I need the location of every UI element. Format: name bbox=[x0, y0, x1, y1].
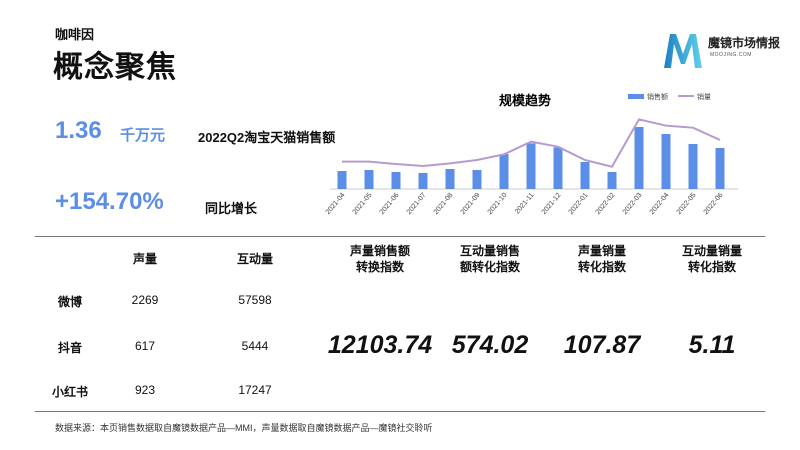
x-tick-label: 2022-06 bbox=[703, 192, 725, 216]
sales-volume-line bbox=[342, 118, 721, 168]
metric-value: 107.87 bbox=[563, 331, 641, 359]
trend-chart: 规模趋势 销售额 销量 2021-04 2021-05 2021-06 2021-07… bbox=[325, 92, 738, 216]
divider-top bbox=[35, 236, 765, 237]
logo-sub: MOOJING.COM bbox=[710, 52, 752, 58]
x-tick-label: 2021-09 bbox=[460, 192, 482, 216]
sales-bar bbox=[607, 172, 617, 189]
platform-label: 抖音 bbox=[57, 341, 82, 355]
sales-bar bbox=[418, 173, 428, 189]
x-tick-label: 2022-05 bbox=[676, 192, 698, 216]
logo-name: 魔镜市场情报 bbox=[708, 36, 781, 50]
sales-bar bbox=[472, 170, 482, 189]
footnote: 数据来源：本页销售数据取自魔镜数据产品—MMI，声量数据取自魔镜数据产品—魔镜社… bbox=[55, 423, 433, 433]
x-tick-label: 2021-07 bbox=[406, 192, 428, 216]
sales-bar bbox=[364, 170, 374, 189]
sales-bar bbox=[580, 162, 590, 189]
x-tick-label: 2022-01 bbox=[568, 192, 590, 216]
x-tick-label: 2022-03 bbox=[622, 192, 644, 216]
platform-label: 小红书 bbox=[51, 385, 88, 399]
interact-value: 17247 bbox=[238, 383, 272, 397]
sales-bar bbox=[445, 169, 455, 189]
metric-header: 互动量销量 转化指数 bbox=[662, 243, 762, 275]
sales-bar bbox=[634, 127, 644, 189]
sales-label: 2022Q2淘宝天猫销售额 bbox=[198, 130, 336, 145]
platform-label: 微博 bbox=[57, 295, 82, 309]
sales-bar bbox=[391, 172, 401, 189]
header-interact: 互动量 bbox=[236, 252, 273, 266]
metric-header: 声量销售额 转换指数 bbox=[330, 243, 430, 275]
x-tick-label: 2021-05 bbox=[352, 192, 374, 216]
x-tick-label: 2022-02 bbox=[595, 192, 617, 216]
header-voice: 声量 bbox=[132, 252, 157, 266]
x-tick-label: 2021-08 bbox=[433, 192, 455, 216]
sales-bar bbox=[688, 144, 698, 189]
chart-title: 规模趋势 bbox=[499, 93, 551, 108]
growth-label: 同比增长 bbox=[205, 201, 258, 216]
metric-header-line2: 转化指数 bbox=[577, 260, 626, 274]
brand-name: 咖啡因 bbox=[55, 27, 95, 42]
metric-header-line1: 互动量销量 bbox=[681, 244, 742, 258]
sales-bar bbox=[499, 154, 509, 189]
moojing-logo-icon bbox=[664, 34, 702, 68]
metric-header-line2: 额转化指数 bbox=[459, 260, 520, 274]
sales-bar bbox=[661, 134, 671, 189]
growth-value: +154.70% bbox=[55, 188, 164, 215]
interact-value: 57598 bbox=[238, 293, 272, 307]
divider-bottom bbox=[35, 411, 765, 412]
sales-unit: 千万元 bbox=[120, 127, 166, 144]
voice-value: 2269 bbox=[131, 293, 159, 307]
metric-value: 5.11 bbox=[688, 331, 736, 359]
x-tick-label: 2021-12 bbox=[541, 192, 563, 216]
legend-bar-swatch bbox=[628, 94, 644, 99]
legend-line-label: 销量 bbox=[697, 92, 711, 101]
sales-bar bbox=[715, 148, 725, 189]
x-tick-label: 2021-04 bbox=[325, 192, 347, 216]
page-title: 概念聚焦 bbox=[53, 51, 177, 84]
x-tick-label: 2022-04 bbox=[649, 192, 671, 216]
metric-header-line1: 声量销量 bbox=[577, 244, 626, 258]
metric-header-line2: 转化指数 bbox=[687, 260, 736, 274]
metric-header-line1: 声量销售额 bbox=[349, 244, 410, 258]
metric-header-line2: 转换指数 bbox=[355, 260, 404, 274]
voice-value: 617 bbox=[134, 339, 156, 353]
voice-value: 923 bbox=[134, 383, 156, 397]
sales-bar bbox=[553, 147, 563, 189]
metric-header: 声量销量 转化指数 bbox=[552, 243, 652, 275]
legend-bar-label: 销售额 bbox=[647, 92, 668, 101]
interact-value: 5444 bbox=[241, 339, 269, 353]
sales-bar bbox=[526, 143, 536, 189]
x-tick-label: 2021-06 bbox=[379, 192, 401, 216]
x-tick-label: 2021-11 bbox=[514, 192, 536, 216]
metric-value: 12103.74 bbox=[327, 331, 433, 359]
x-tick-label: 2021-10 bbox=[487, 192, 509, 216]
metric-header-line1: 互动量销售 bbox=[459, 244, 520, 258]
metric-value: 574.02 bbox=[451, 331, 529, 359]
sales-value: 1.36 bbox=[55, 117, 102, 144]
metric-header: 互动量销售额转化指数 bbox=[440, 243, 540, 275]
sales-bar bbox=[337, 171, 347, 189]
